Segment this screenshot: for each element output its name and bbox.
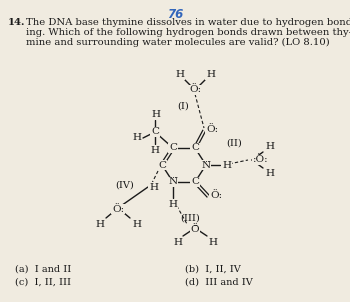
Text: Ö:: Ö:: [206, 126, 218, 134]
Text: N̈: N̈: [202, 160, 211, 169]
Text: Ö̈: Ö̈: [191, 224, 199, 233]
Text: (b)  I, II, IV: (b) I, II, IV: [185, 265, 241, 274]
Text: ing. Which of the following hydrogen bonds drawn between thy-: ing. Which of the following hydrogen bon…: [26, 28, 350, 37]
Text: H: H: [208, 238, 217, 247]
Text: (c)  I, II, III: (c) I, II, III: [15, 278, 71, 287]
Text: H: H: [152, 110, 161, 119]
Text: (II): (II): [226, 139, 242, 148]
Text: C: C: [191, 178, 199, 187]
Text: H: H: [175, 70, 184, 79]
Text: H: H: [149, 182, 158, 191]
Text: H: H: [265, 142, 274, 151]
Text: (I): (I): [177, 102, 189, 111]
Text: The DNA base thymine dissolves in water due to hydrogen bond-: The DNA base thymine dissolves in water …: [26, 18, 350, 27]
Text: C: C: [191, 143, 199, 153]
Text: H: H: [150, 146, 160, 155]
Text: 14.: 14.: [8, 18, 26, 27]
Text: (IV): (IV): [115, 181, 134, 189]
Text: H: H: [173, 238, 182, 247]
Text: (d)  III and IV: (d) III and IV: [185, 278, 253, 287]
Text: H: H: [168, 200, 177, 209]
Text: Ö:: Ö:: [112, 204, 124, 214]
Text: H: H: [95, 220, 104, 229]
Text: (a)  I and II: (a) I and II: [15, 265, 71, 274]
Text: H: H: [132, 133, 141, 143]
Text: H: H: [265, 169, 274, 178]
Text: H: H: [222, 160, 231, 169]
Text: C: C: [151, 127, 159, 137]
Text: Ö:: Ö:: [210, 191, 222, 201]
Text: C: C: [158, 160, 166, 169]
Text: 76: 76: [167, 8, 183, 21]
Text: C: C: [169, 143, 177, 153]
Text: Ö:: Ö:: [189, 85, 201, 95]
Text: H: H: [132, 220, 141, 229]
Text: mine and surrounding water molecules are valid? (LO 8.10): mine and surrounding water molecules are…: [26, 38, 330, 47]
Text: :Ö:: :Ö:: [253, 156, 269, 165]
Text: H: H: [206, 70, 215, 79]
Text: (III): (III): [180, 214, 200, 223]
Text: N̈: N̈: [168, 178, 177, 187]
